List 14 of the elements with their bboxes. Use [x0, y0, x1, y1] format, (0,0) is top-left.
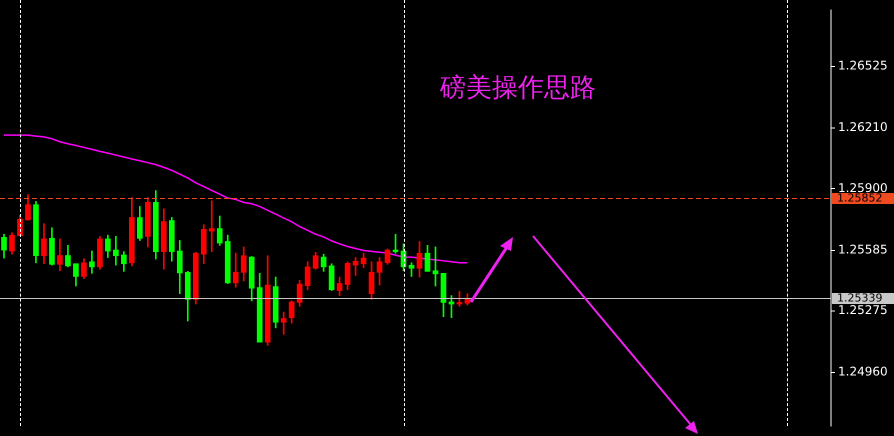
y-tick-label: 1.26210 — [838, 120, 888, 134]
y-tick-label: 1.25585 — [838, 242, 888, 256]
y-tick-label: 1.26525 — [838, 58, 888, 73]
candlestick — [456, 290, 462, 307]
candlestick — [432, 246, 438, 286]
ref-line-label: 1.25339 — [837, 291, 882, 304]
text: 磅美操作思路 — [440, 72, 596, 105]
candlestick — [352, 257, 358, 276]
candlestick — [448, 295, 454, 318]
ref-line-label: 1.25852 — [837, 191, 882, 204]
candlestick — [392, 234, 398, 254]
y-tick-label: 1.24960 — [838, 364, 888, 379]
y-tick-label: 1.25275 — [838, 302, 888, 317]
candlestick — [408, 262, 414, 277]
